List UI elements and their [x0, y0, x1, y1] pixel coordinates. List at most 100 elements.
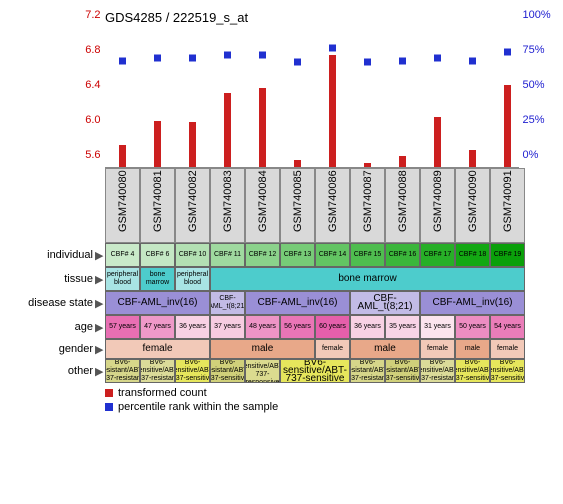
x-label: GSM740084	[245, 168, 280, 243]
x-label: GSM740090	[455, 168, 490, 243]
x-label: GSM740080	[105, 168, 140, 243]
x-label-text: GSM740090	[467, 170, 479, 232]
arrow-icon: ▶	[95, 243, 105, 267]
meta-cell: BV6-sensitive/ABT-737-sensitive	[280, 359, 350, 383]
marker	[294, 59, 301, 66]
bar	[329, 55, 336, 167]
meta-cell: BV6-sensitive/ABT-737-sensitive	[490, 359, 525, 383]
arrow-icon: ▶	[95, 339, 105, 359]
meta-cell: BV6-resistant/ABT-737-resistant	[350, 359, 385, 383]
meta-cell: CBF-AML_inv(16)	[105, 291, 210, 315]
marker	[399, 57, 406, 64]
meta-cell: CBF-AML_inv(16)	[420, 291, 525, 315]
meta-cell: CBF# 4	[105, 243, 140, 267]
bar-slot	[350, 27, 385, 167]
legend-label: transformed count	[118, 387, 207, 399]
y-right-tick: 75%	[523, 44, 545, 56]
meta-cell: 50 years	[455, 315, 490, 339]
meta-cell: 31 years	[420, 315, 455, 339]
meta-cell: CBF-AML_inv(16)	[245, 291, 350, 315]
y-left-tick: 7.2	[85, 9, 100, 21]
meta-row: age▶57 years47 years36 years37 years48 y…	[10, 315, 553, 339]
x-label-text: GSM740091	[502, 170, 514, 232]
bar	[154, 121, 161, 167]
meta-cell: CBF# 15	[350, 243, 385, 267]
marker	[119, 57, 126, 64]
meta-cell: CBF# 11	[210, 243, 245, 267]
bar	[364, 163, 371, 167]
meta-cell: 48 years	[245, 315, 280, 339]
meta-cell: BV6-sensitive/ABT-737-sensitive	[175, 359, 210, 383]
meta-row: individual▶CBF# 4CBF# 6CBF# 10CBF# 11CBF…	[10, 243, 553, 267]
meta-cell: female	[420, 339, 455, 359]
meta-cell: female	[490, 339, 525, 359]
meta-cells: BV6-resistant/ABT-737-resistantBV6-sensi…	[105, 359, 525, 383]
x-label-text: GSM740089	[432, 170, 444, 232]
meta-row: tissue▶peripheral bloodbone marrowperiph…	[10, 267, 553, 291]
meta-cell: peripheral blood	[175, 267, 210, 291]
meta-cell: BV6-sensitive/ABT-737-resistant	[140, 359, 175, 383]
meta-row-label: disease state	[10, 291, 95, 315]
bar	[469, 150, 476, 168]
bar	[504, 85, 511, 167]
meta-cell: female	[315, 339, 350, 359]
legend-item: transformed count	[105, 387, 553, 399]
meta-cell: BV6-sensitive/ABT-737-sensitive	[455, 359, 490, 383]
bar-slot	[140, 27, 175, 167]
meta-row-label: tissue	[10, 267, 95, 291]
meta-cell: BV6-resistant/ABT-737-sensitive	[210, 359, 245, 383]
meta-row-label: other	[10, 359, 95, 383]
meta-cell: 56 years	[280, 315, 315, 339]
legend: transformed count percentile rank within …	[105, 387, 553, 413]
meta-cell: CBF# 17	[420, 243, 455, 267]
meta-cell: CBF# 6	[140, 243, 175, 267]
bar-slot	[315, 27, 350, 167]
marker	[154, 54, 161, 61]
meta-cell: 35 years	[385, 315, 420, 339]
meta-cell: CBF# 18	[455, 243, 490, 267]
meta-row: gender▶femalemalefemalemalefemalemalefem…	[10, 339, 553, 359]
meta-cell: BV6-resistant/ABT-737-resistant	[105, 359, 140, 383]
y-left-tick: 6.0	[85, 114, 100, 126]
x-label: GSM740086	[315, 168, 350, 243]
meta-cell: CBF# 12	[245, 243, 280, 267]
marker	[364, 59, 371, 66]
meta-cell: male	[455, 339, 490, 359]
bar	[434, 117, 441, 167]
legend-swatch	[105, 389, 113, 397]
marker	[189, 54, 196, 61]
metadata-rows: individual▶CBF# 4CBF# 6CBF# 10CBF# 11CBF…	[10, 243, 553, 383]
meta-cell: 54 years	[490, 315, 525, 339]
bar	[399, 156, 406, 167]
meta-cell: CBF# 19	[490, 243, 525, 267]
chart-title: GDS4285 / 222519_s_at	[105, 10, 553, 25]
marker	[434, 54, 441, 61]
meta-cell: 37 years	[210, 315, 245, 339]
bar-slot	[455, 27, 490, 167]
bar	[189, 122, 196, 167]
bar	[294, 160, 301, 167]
meta-cell: BV6-resistant/ABT-737-sensitive	[385, 359, 420, 383]
x-label: GSM740088	[385, 168, 420, 243]
arrow-icon: ▶	[95, 291, 105, 315]
meta-row-label: age	[10, 315, 95, 339]
meta-cell: 57 years	[105, 315, 140, 339]
x-label: GSM740089	[420, 168, 455, 243]
meta-cell: CBF# 13	[280, 243, 315, 267]
y-right-tick: 25%	[523, 114, 545, 126]
meta-row: disease state▶CBF-AML_inv(16)CBF-AML_t(8…	[10, 291, 553, 315]
bar-slot	[420, 27, 455, 167]
bar	[259, 88, 266, 167]
legend-label: percentile rank within the sample	[118, 401, 278, 413]
x-label-text: GSM740081	[152, 170, 164, 232]
y-right-tick: 0%	[523, 149, 539, 161]
marker	[224, 52, 231, 59]
bar	[119, 145, 126, 167]
y-axis-right: 0%25%50%75%100%	[519, 27, 554, 167]
arrow-icon: ▶	[95, 359, 105, 383]
x-label-text: GSM740087	[362, 170, 374, 232]
meta-cell: bone marrow	[210, 267, 525, 291]
meta-row: other▶BV6-resistant/ABT-737-resistantBV6…	[10, 359, 553, 383]
x-label-text: GSM740083	[222, 170, 234, 232]
meta-cell: 36 years	[350, 315, 385, 339]
